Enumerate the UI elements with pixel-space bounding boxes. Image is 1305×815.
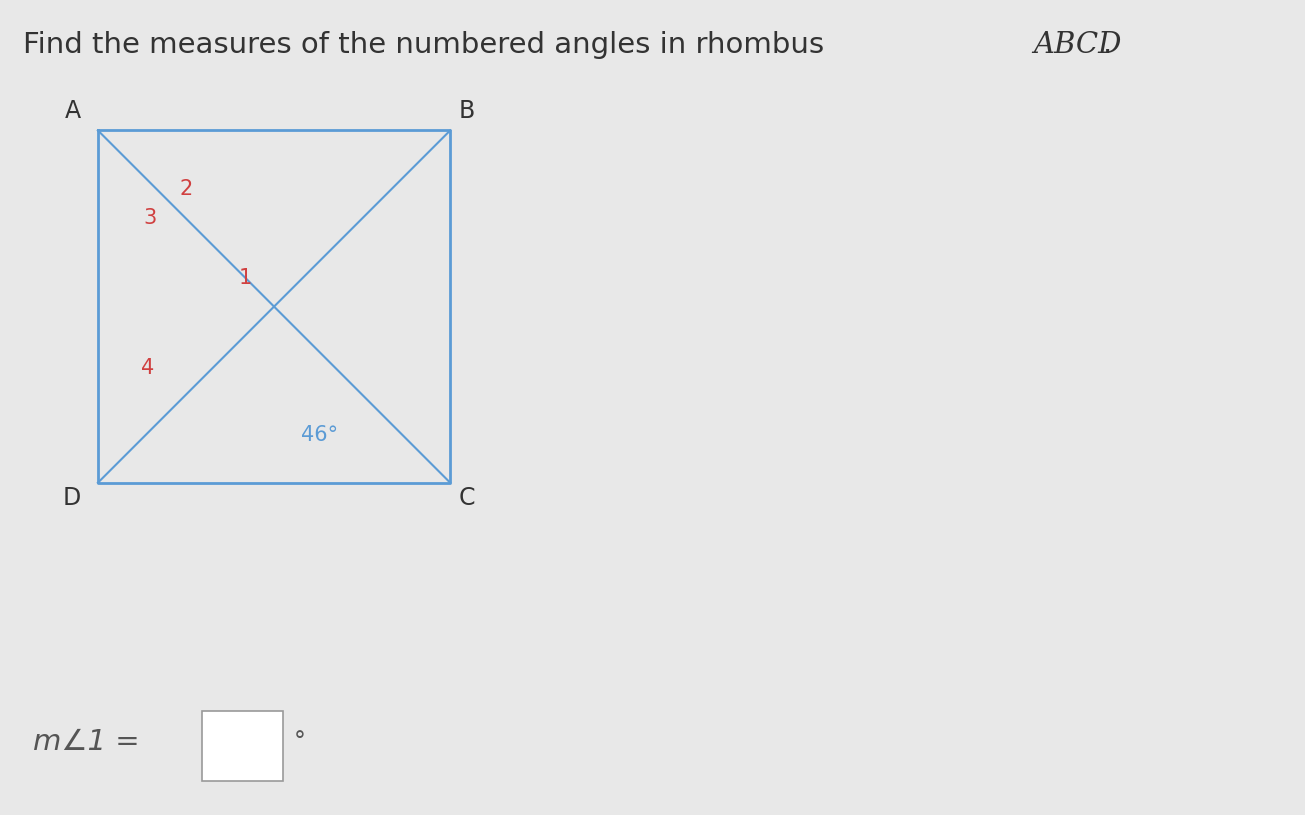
Text: 4: 4	[141, 358, 154, 377]
Text: D: D	[63, 487, 81, 510]
Text: 2: 2	[180, 179, 193, 199]
Text: m∠1 =: m∠1 =	[33, 728, 149, 756]
Text: °: °	[294, 729, 305, 754]
FancyBboxPatch shape	[202, 711, 283, 781]
Text: B: B	[459, 99, 475, 123]
Text: 46°: 46°	[301, 425, 338, 446]
Text: ABCD: ABCD	[1034, 31, 1122, 59]
Text: .: .	[1103, 31, 1112, 59]
Text: A: A	[64, 99, 81, 123]
Text: Find the measures of the numbered angles in rhombus: Find the measures of the numbered angles…	[23, 31, 834, 59]
Text: 1: 1	[239, 268, 252, 288]
Text: C: C	[459, 487, 475, 510]
Text: 3: 3	[144, 209, 157, 228]
